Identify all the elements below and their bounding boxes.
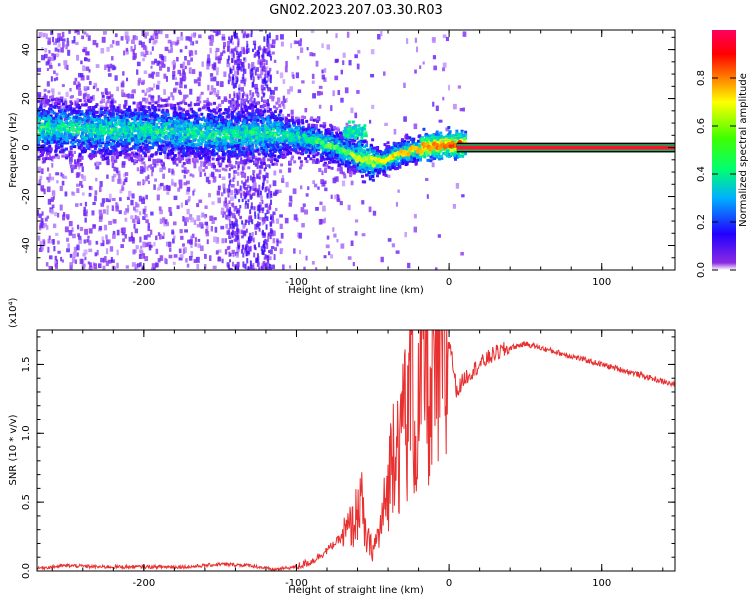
colorbar: 0.0 0.2 0.4 0.6 0.8 Normalized spectral ampl… xyxy=(696,30,749,278)
x-tick-label: -100 xyxy=(285,578,308,589)
snr-series-line xyxy=(37,330,675,571)
y-tick-label: 40 xyxy=(21,43,32,56)
snr-x-axis-label: Height of straight line (km) xyxy=(288,585,424,596)
chart-title: GN02.2023.207.03.30.R03 xyxy=(269,3,443,18)
colorbar-ticks: 0.0 0.2 0.4 0.6 0.8 xyxy=(696,70,736,278)
snr-panel: -200 -100 0 100 0.0 0.5 1.0 1.5 Height of strai… xyxy=(8,297,676,596)
snr-ticks: -200 -100 0 100 0.0 0.5 1.0 1.5 xyxy=(21,330,675,589)
colorbar-tick-label: 0.2 xyxy=(696,214,707,230)
y-tick-label: -20 xyxy=(21,188,32,204)
colorbar-tick-label: 0.0 xyxy=(696,262,707,278)
y-tick-label: 0.5 xyxy=(21,494,32,510)
colorbar-gradient xyxy=(712,30,736,270)
y-tick-label: 20 xyxy=(21,92,32,105)
snr-y-axis-label: SNR (10 * v/v) xyxy=(8,414,19,485)
spectrogram-y-axis-label: Frequency (Hz) xyxy=(8,112,19,188)
x-tick-label: 100 xyxy=(592,277,611,288)
x-tick-label: 0 xyxy=(446,277,452,288)
y-tick-label: 0.0 xyxy=(21,563,32,579)
x-tick-label: 100 xyxy=(592,578,611,589)
spectrogram-frame xyxy=(36,29,676,271)
y-tick-label: -40 xyxy=(21,237,32,253)
x-tick-label: -200 xyxy=(132,578,155,589)
snr-y-exponent: (x10⁴) xyxy=(8,297,19,328)
spectrogram-image xyxy=(37,30,675,270)
colorbar-tick-label: 0.4 xyxy=(696,166,707,182)
y-tick-label: 0 xyxy=(21,144,32,150)
x-tick-label: -200 xyxy=(132,277,155,288)
spectrogram-x-axis-label: Height of straight line (km) xyxy=(288,285,424,296)
snr-frame xyxy=(36,329,676,572)
y-tick-label: 1.0 xyxy=(21,425,32,441)
x-tick-label: 0 xyxy=(446,578,452,589)
colorbar-tick-label: 0.8 xyxy=(696,70,707,86)
y-tick-label: 1.5 xyxy=(21,356,32,372)
colorbar-label: Normalized spectral amplitude xyxy=(738,73,749,227)
x-tick-label: -100 xyxy=(285,277,308,288)
colorbar-tick-label: 0.6 xyxy=(696,118,707,134)
